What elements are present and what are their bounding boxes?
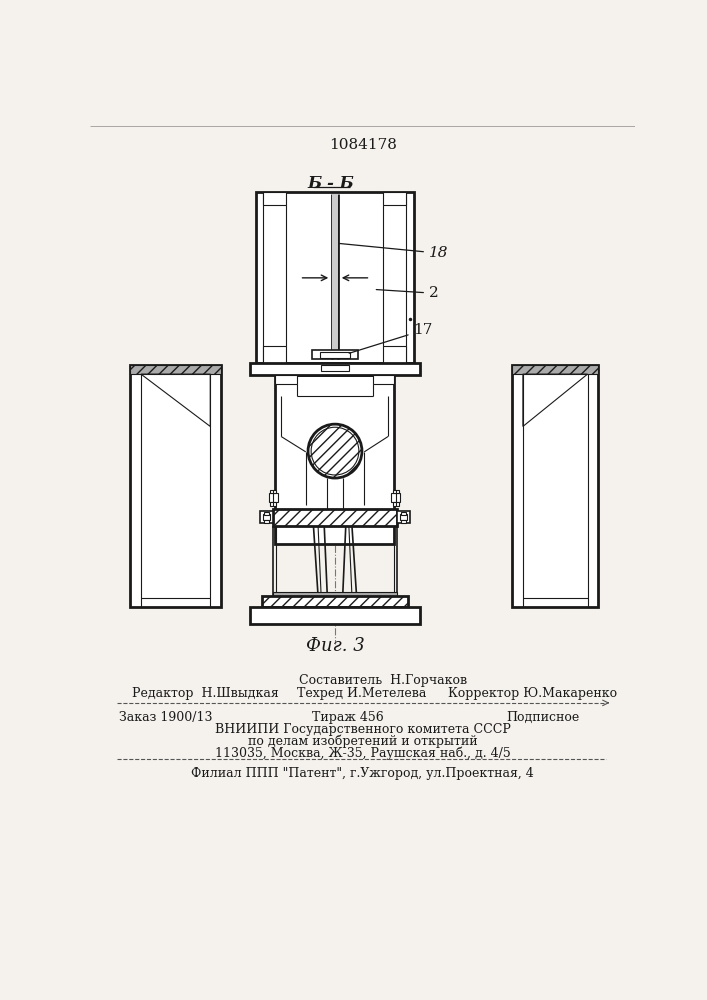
Bar	[512, 365, 598, 374]
Bar	[373, 375, 395, 384]
Text: Техред И.Метелева: Техред И.Метелева	[296, 687, 426, 700]
Bar	[264, 192, 286, 205]
Bar	[270, 502, 276, 506]
Bar	[262, 596, 408, 607]
Bar	[400, 514, 407, 520]
Text: Заказ 1900/13: Заказ 1900/13	[119, 711, 213, 724]
Text: 113035, Москва, Ж-35, Раушская наб., д. 4/5: 113035, Москва, Ж-35, Раушская наб., д. …	[215, 746, 510, 760]
Bar	[312, 350, 358, 359]
Text: Филиал ППП "Патент", г.Ужгород, ул.Проектная, 4: Филиал ППП "Патент", г.Ужгород, ул.Проек…	[192, 767, 534, 780]
Text: Составитель  Н.Горчаков: Составитель Н.Горчаков	[298, 674, 467, 687]
Text: Корректор Ю.Макаренко: Корректор Ю.Макаренко	[448, 687, 617, 700]
Bar	[270, 490, 276, 493]
Bar	[382, 346, 406, 363]
Text: Редактор  Н.Швыдкая: Редактор Н.Швыдкая	[132, 687, 279, 700]
Bar	[393, 490, 399, 493]
Bar	[250, 363, 420, 375]
Bar	[393, 502, 399, 506]
Text: 2: 2	[376, 286, 438, 300]
Bar	[321, 365, 349, 371]
Text: Тираж 456: Тираж 456	[312, 711, 384, 724]
Bar	[264, 520, 269, 523]
Bar	[269, 493, 278, 502]
Bar	[274, 509, 397, 526]
Bar	[264, 512, 269, 515]
Bar	[332, 194, 338, 359]
Bar	[382, 192, 406, 205]
Ellipse shape	[308, 424, 362, 478]
Bar	[130, 365, 221, 374]
Bar	[402, 512, 406, 515]
Bar	[250, 607, 420, 624]
Bar	[274, 592, 397, 596]
Bar	[264, 514, 269, 520]
Text: Б - Б: Б - Б	[308, 175, 355, 192]
Text: 18: 18	[339, 243, 448, 260]
Text: по делам изобретений и открытий: по делам изобретений и открытий	[248, 734, 477, 748]
Text: ВНИИПИ Государственного комитета СССР: ВНИИПИ Государственного комитета СССР	[215, 723, 510, 736]
Bar	[397, 511, 411, 523]
Text: 1084178: 1084178	[329, 138, 397, 152]
Bar	[402, 520, 406, 523]
Bar	[130, 365, 221, 607]
Bar	[320, 352, 351, 358]
Bar	[256, 192, 414, 363]
Bar	[391, 493, 400, 502]
Bar	[512, 365, 598, 607]
Bar	[275, 375, 395, 544]
Text: Фиг. 3: Фиг. 3	[305, 637, 364, 655]
Bar	[259, 511, 274, 523]
Bar	[264, 346, 286, 363]
Text: Подписное: Подписное	[506, 711, 579, 724]
Text: 17: 17	[349, 323, 433, 353]
Bar	[275, 375, 296, 384]
